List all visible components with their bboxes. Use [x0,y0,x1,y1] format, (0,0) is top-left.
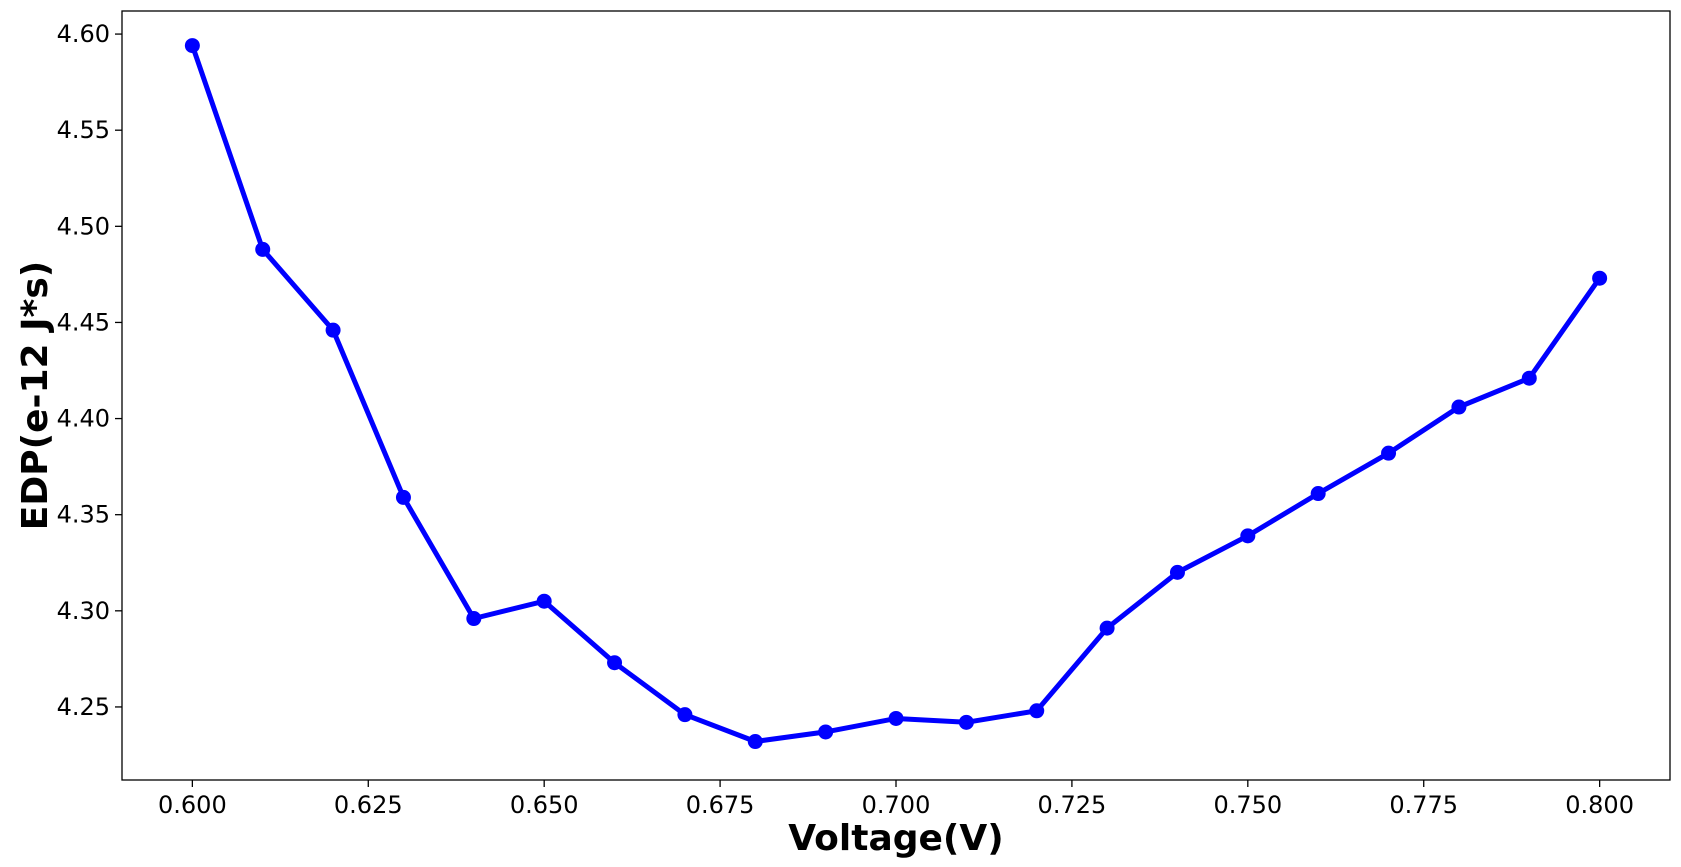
y-tick-label: 4.55 [57,116,110,144]
x-tick-label: 0.700 [862,791,931,819]
x-tick-label: 0.625 [334,791,403,819]
data-point [1240,528,1256,544]
data-point [1592,270,1608,286]
x-tick-label: 0.800 [1565,791,1634,819]
data-point [395,489,411,505]
x-tick-label: 0.775 [1389,791,1458,819]
y-axis-ticks: 4.25 4.30 4.35 4.40 4.45 4.50 4.55 4.60 [57,20,122,721]
data-point [888,710,904,726]
data-point [1310,486,1326,502]
data-point [607,655,623,671]
data-point [958,714,974,730]
x-axis-ticks: 0.600 0.625 0.650 0.675 0.700 0.725 0.750 0.775… [158,780,1634,819]
data-point [1169,564,1185,580]
x-axis-label: Voltage(V) [788,818,1003,859]
data-point [184,38,200,54]
plot-area [121,10,1671,781]
data-point [677,707,693,723]
data-point [1099,620,1115,636]
data-point [1521,370,1537,386]
data-point [818,724,834,740]
data-point [1451,399,1467,415]
series-line [189,43,1603,744]
y-axis-label: EDP(e-12 J*s) [15,261,56,530]
y-tick-label: 4.30 [57,597,110,625]
data-point [1381,445,1397,461]
data-point [466,611,482,627]
y-tick-label: 4.35 [57,501,110,529]
y-tick-label: 4.40 [57,405,110,433]
y-tick-label: 4.45 [57,308,110,336]
data-point [747,734,763,750]
x-tick-label: 0.750 [1213,791,1282,819]
series-markers [184,38,1608,750]
x-tick-label: 0.600 [158,791,227,819]
x-tick-label: 0.650 [510,791,579,819]
x-tick-label: 0.725 [1038,791,1107,819]
data-point [536,593,552,609]
y-tick-label: 4.25 [57,693,110,721]
y-tick-label: 4.50 [57,212,110,240]
y-tick-label: 4.60 [57,20,110,48]
data-point [255,241,271,257]
x-tick-label: 0.675 [686,791,755,819]
data-point [325,322,341,338]
data-point [1029,703,1045,719]
